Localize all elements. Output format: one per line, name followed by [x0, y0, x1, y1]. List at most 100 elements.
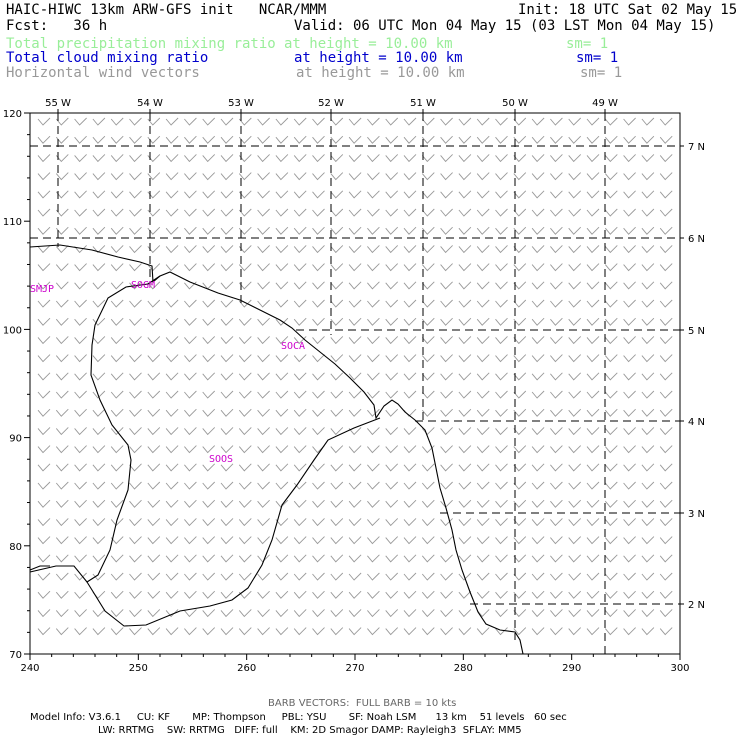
wind-barb	[513, 299, 527, 308]
wind-barb	[440, 572, 453, 581]
wind-barb	[165, 481, 179, 490]
wind-barb	[659, 481, 673, 490]
wind-barb	[495, 390, 508, 399]
wind-barb	[312, 372, 325, 381]
wind-barb	[403, 590, 417, 599]
wind-barb	[550, 208, 563, 217]
wind-barb	[440, 463, 453, 472]
wind-barb	[184, 609, 197, 618]
wind-barb	[550, 609, 563, 618]
wind-barb	[385, 190, 399, 199]
wind-barb	[238, 317, 252, 326]
wind-barb	[604, 354, 618, 363]
wind-barb	[74, 336, 87, 345]
wind-barb	[257, 554, 270, 563]
wind-barb	[421, 190, 435, 199]
wind-barb	[385, 445, 399, 454]
wind-barb	[110, 117, 124, 126]
wind-barb	[129, 518, 142, 527]
wind-barb	[623, 190, 636, 199]
wind-barb	[330, 627, 344, 636]
wind-barb	[513, 481, 527, 490]
wind-barb	[37, 390, 51, 399]
wind-barb	[495, 590, 508, 599]
wind-barb	[165, 609, 179, 618]
wind-barb	[476, 554, 490, 563]
wind-barb	[604, 536, 618, 545]
wind-barb	[367, 172, 380, 181]
wind-barb	[550, 427, 563, 436]
wind-barb	[348, 154, 362, 163]
wind-barb	[348, 354, 362, 363]
wind-barb	[74, 135, 87, 144]
wind-barb	[531, 499, 545, 508]
wind-barb	[348, 390, 362, 399]
wind-barb	[568, 518, 582, 527]
wind-barb	[495, 408, 508, 417]
wind-barb	[495, 427, 508, 436]
wind-barb	[184, 554, 197, 563]
wind-barb	[147, 463, 161, 472]
wind-barb	[202, 590, 216, 599]
wind-barb	[92, 317, 106, 326]
wind-barb	[385, 572, 399, 581]
wind-barb	[238, 481, 252, 490]
wind-barb	[348, 226, 362, 235]
wind-barb	[440, 354, 453, 363]
wind-barb	[92, 354, 106, 363]
lat-label: 6 N	[688, 234, 705, 245]
wind-barb	[220, 317, 234, 326]
wind-barb	[202, 554, 216, 563]
wind-barb	[129, 572, 142, 581]
wind-barb	[92, 445, 106, 454]
wind-barb	[74, 172, 87, 181]
wind-barb	[312, 499, 325, 508]
wind-barb	[568, 590, 582, 599]
wind-barb	[165, 463, 179, 472]
wind-barb	[147, 135, 161, 144]
wind-barb	[568, 481, 582, 490]
wind-barb	[458, 481, 472, 490]
wind-barb	[202, 317, 216, 326]
wind-barb	[421, 390, 435, 399]
wind-barb	[74, 354, 87, 363]
wind-barb	[257, 245, 270, 254]
wind-barb	[604, 172, 618, 181]
field-wind-sm: sm= 1	[580, 65, 623, 81]
wind-barb	[659, 354, 673, 363]
wind-barb	[220, 572, 234, 581]
wind-barb	[37, 208, 51, 217]
wind-barb	[55, 463, 69, 472]
wind-barb	[367, 536, 380, 545]
wind-barb	[238, 463, 252, 472]
wind-barb	[257, 445, 270, 454]
wind-barb	[275, 463, 289, 472]
wind-barb	[421, 408, 435, 417]
wind-barb	[238, 554, 252, 563]
wind-barb	[238, 354, 252, 363]
wind-barb	[165, 445, 179, 454]
wind-barb	[659, 135, 673, 144]
wind-barb	[275, 445, 289, 454]
wind-barb	[110, 481, 124, 490]
wind-barb	[367, 572, 380, 581]
wind-barb	[403, 135, 417, 144]
lon-label: 53 W	[228, 98, 254, 109]
wind-barb	[623, 445, 636, 454]
wind-barb	[531, 609, 545, 618]
wind-barb	[550, 499, 563, 508]
wind-barb	[55, 590, 69, 599]
wind-barb	[440, 154, 453, 163]
wind-barb	[220, 190, 234, 199]
wind-barb	[659, 590, 673, 599]
wind-barb	[110, 263, 124, 272]
wind-barb	[440, 554, 453, 563]
wind-barb	[275, 208, 289, 217]
wind-barb	[659, 208, 673, 217]
wind-barb	[129, 427, 142, 436]
wind-barb	[550, 590, 563, 599]
wind-barb	[495, 299, 508, 308]
wind-barb	[147, 536, 161, 545]
wind-barb	[147, 554, 161, 563]
wind-barb	[330, 445, 344, 454]
